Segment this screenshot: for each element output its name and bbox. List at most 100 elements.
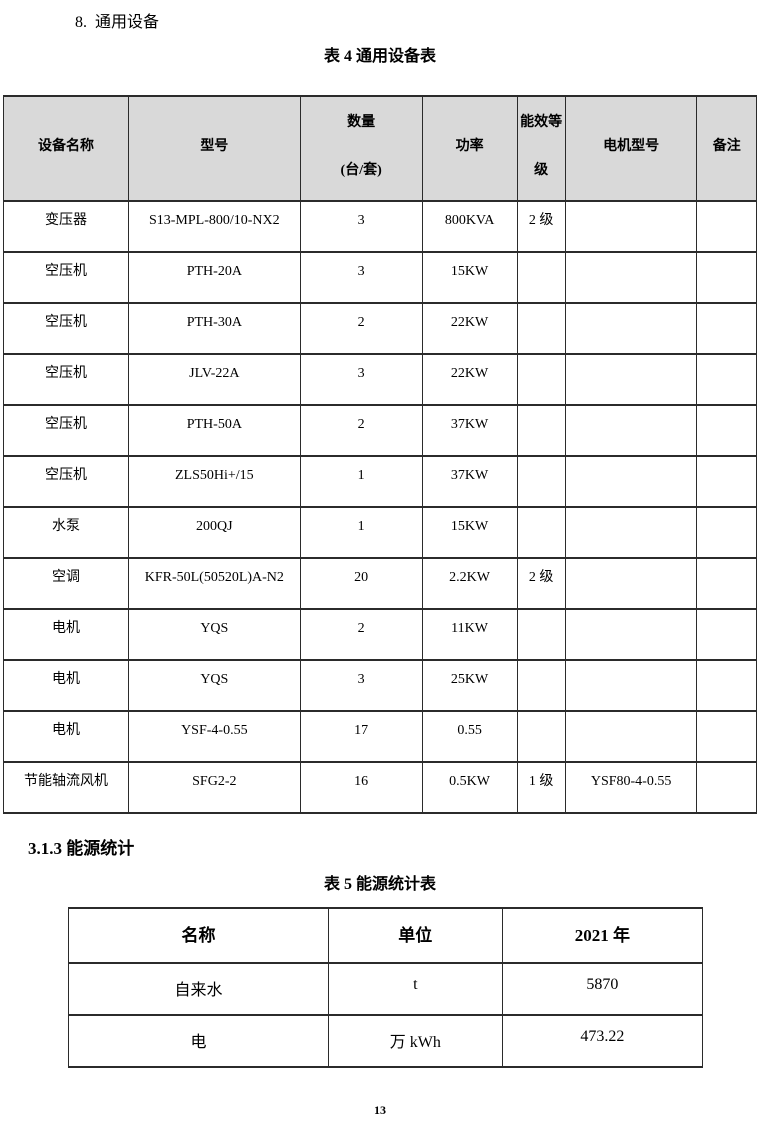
table-cell: 空压机	[3, 251, 129, 304]
general-equipment-table-body: 变压器 S13-MPL-800/10-NX2 3 800KVA 2 级空压机 PTH-20…	[3, 200, 757, 814]
table-cell	[516, 710, 566, 763]
general-equipment-table: 设备名称 型号 数量 (台/套) 功率 能效等 级电机型号 备注 变压器 S13-MPL-8…	[3, 95, 757, 814]
table-row: 电机 YSF-4-0.55 17 0.55	[3, 710, 757, 763]
energy-statistics-table: 名称 单位 2021 年 自来水 t 5870 电万 kWh 473.22	[68, 907, 704, 1068]
table-cell: KFR-50L(50520L)A-N2	[127, 557, 301, 610]
table-cell: YQS	[127, 608, 301, 661]
table4-title: 表 4 通用设备表	[323, 48, 436, 65]
table-cell: 水泵	[3, 506, 129, 559]
table-cell	[696, 710, 757, 763]
table-cell	[564, 710, 698, 763]
table-cell: 2.2KW	[421, 557, 518, 610]
table-row: 自来水 t 5870	[68, 962, 704, 1016]
table-cell: 15KW	[421, 506, 518, 559]
table-cell	[564, 506, 698, 559]
table-cell: 200QJ	[127, 506, 301, 559]
table-cell: 自来水	[68, 962, 329, 1016]
header-cell: 功率	[421, 95, 518, 202]
table-cell	[696, 302, 757, 355]
table-cell	[564, 608, 698, 661]
table-cell	[564, 302, 698, 355]
table-row: 空调 KFR-50L(50520L)A-N2 20 2.2KW 2 级	[3, 557, 757, 610]
table-cell: ZLS50Hi+/15	[127, 455, 301, 508]
table-header-row: 设备名称 型号 数量 (台/套) 功率 能效等 级电机型号 备注	[3, 95, 757, 202]
header-cell: 能效等 级	[516, 95, 566, 202]
table-cell: 1 级	[516, 761, 566, 814]
table-cell: PTH-20A	[127, 251, 301, 304]
table-cell: 0.5KW	[421, 761, 518, 814]
table-cell: 11KW	[421, 608, 518, 661]
table-cell: S13-MPL-800/10-NX2	[127, 200, 301, 253]
section-heading: 8. 通用设备	[75, 14, 160, 31]
table-cell	[564, 251, 698, 304]
table-cell: 2	[299, 404, 423, 457]
header-cell: 名称	[68, 907, 329, 964]
table-row: 水泵 200QJ 1 15KW	[3, 506, 757, 559]
header-cell: 单位	[327, 907, 503, 964]
table-row: 空压机 PTH-30A 2 22KW	[3, 302, 757, 355]
table-cell: 空压机	[3, 302, 129, 355]
table-cell: 3	[299, 659, 423, 712]
table-cell	[516, 302, 566, 355]
table-cell: SFG2-2	[127, 761, 301, 814]
table-row: 节能轴流风机 SFG2-2 16 0.5KW 1 级 YSF80-4-0.55	[3, 761, 757, 814]
table-cell	[516, 506, 566, 559]
table-cell: 电	[68, 1014, 329, 1068]
table-cell: 22KW	[421, 353, 518, 406]
table-cell	[696, 455, 757, 508]
table-cell: 3	[299, 251, 423, 304]
table-cell: YSF-4-0.55	[127, 710, 301, 763]
table-cell: 2	[299, 302, 423, 355]
table-cell: 万 kWh	[327, 1014, 503, 1068]
table-row: 空压机 JLV-22A 3 22KW	[3, 353, 757, 406]
table-cell: 37KW	[421, 455, 518, 508]
table-cell: 3	[299, 200, 423, 253]
table-cell: 空压机	[3, 353, 129, 406]
table-cell: YQS	[127, 659, 301, 712]
table-row: 电万 kWh 473.22	[68, 1014, 704, 1068]
page-number: 13	[374, 1103, 386, 1117]
table-cell	[564, 659, 698, 712]
table-cell: 0.55	[421, 710, 518, 763]
header-cell: 设备名称	[3, 95, 129, 202]
table-cell: 15KW	[421, 251, 518, 304]
table-cell: PTH-50A	[127, 404, 301, 457]
energy-statistics-table-body: 自来水 t 5870 电万 kWh 473.22	[68, 962, 704, 1068]
table-cell: 空压机	[3, 404, 129, 457]
table-cell: 电机	[3, 608, 129, 661]
table-cell: 1	[299, 455, 423, 508]
table-cell	[696, 200, 757, 253]
table-cell: PTH-30A	[127, 302, 301, 355]
table-cell: 电机	[3, 659, 129, 712]
table-cell: 37KW	[421, 404, 518, 457]
table-cell: YSF80-4-0.55	[564, 761, 698, 814]
table-cell	[696, 557, 757, 610]
header-cell: 2021 年	[501, 907, 704, 964]
table-row: 电机 YQS 2 11KW	[3, 608, 757, 661]
table-cell: 17	[299, 710, 423, 763]
table-cell	[696, 608, 757, 661]
general-equipment-table-header: 设备名称 型号 数量 (台/套) 功率 能效等 级电机型号 备注	[3, 95, 757, 202]
table-row: 电机 YQS 3 25KW	[3, 659, 757, 712]
table-cell	[696, 761, 757, 814]
table-cell: 800KVA	[421, 200, 518, 253]
table-row: 变压器 S13-MPL-800/10-NX2 3 800KVA 2 级	[3, 200, 757, 253]
table-cell: 节能轴流风机	[3, 761, 129, 814]
table-header-row: 名称 单位 2021 年	[68, 907, 704, 964]
table-cell: 25KW	[421, 659, 518, 712]
table-cell	[564, 404, 698, 457]
table-cell	[696, 251, 757, 304]
energy-statistics-table-header: 名称 单位 2021 年	[68, 907, 704, 964]
table-cell: 电机	[3, 710, 129, 763]
table-cell: 20	[299, 557, 423, 610]
table-cell: 473.22	[501, 1014, 704, 1068]
table-cell	[564, 557, 698, 610]
table-cell: 22KW	[421, 302, 518, 355]
table-cell	[516, 404, 566, 457]
table-cell: 2	[299, 608, 423, 661]
table-cell: 1	[299, 506, 423, 559]
table-cell: 5870	[501, 962, 704, 1016]
table-cell: 2 级	[516, 200, 566, 253]
table-row: 空压机 PTH-50A 2 37KW	[3, 404, 757, 457]
table-cell	[696, 353, 757, 406]
